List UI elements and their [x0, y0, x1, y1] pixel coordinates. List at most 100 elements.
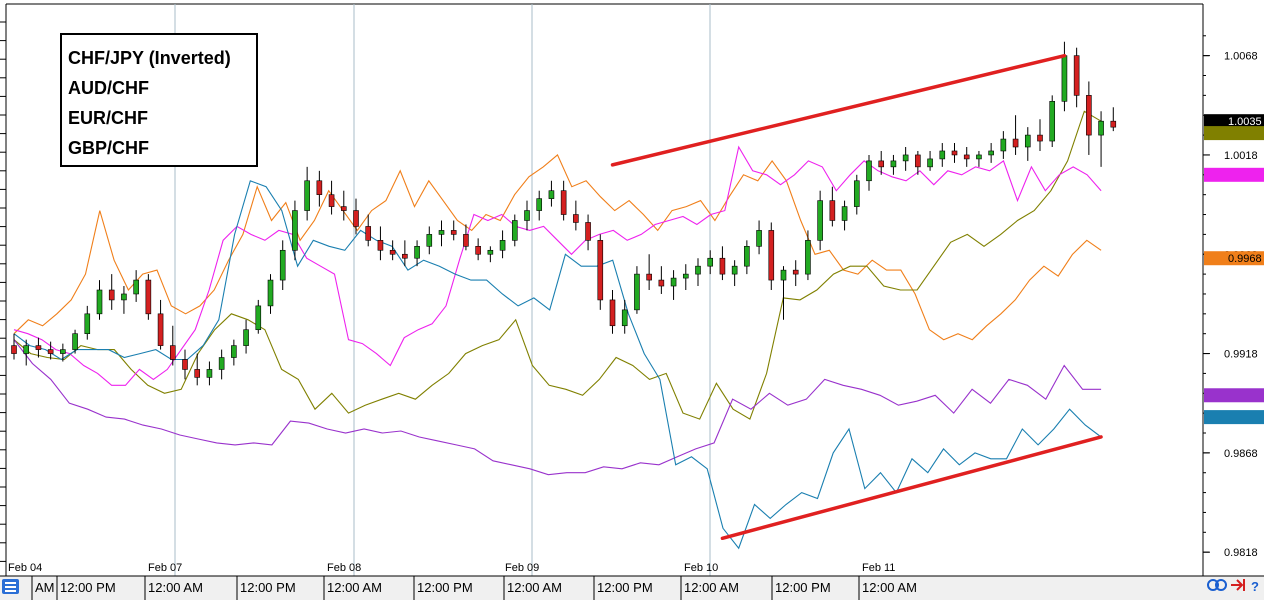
price-tag-label-0: 1.0035: [1228, 116, 1262, 128]
candle-body: [328, 194, 335, 207]
candle-body: [853, 180, 860, 207]
price-tag-3: [1204, 251, 1264, 266]
candle-body: [634, 273, 640, 311]
candle-body: [731, 265, 738, 275]
x-axis-time-label: 12:00 PM: [775, 580, 831, 595]
candle-body: [72, 333, 78, 350]
candle-body: [707, 257, 714, 267]
price-tag-5: [1204, 410, 1264, 425]
candle-body: [841, 206, 848, 221]
candle-body: [60, 349, 66, 354]
candle-body: [255, 305, 262, 331]
candle-body: [1073, 55, 1080, 96]
x-axis-time-label: 12:00 PM: [60, 580, 116, 595]
x-axis-time-label: 12:00 PM: [597, 580, 653, 595]
candle-body: [1061, 55, 1068, 102]
candle-body: [890, 160, 897, 168]
help-icon[interactable]: ?: [1251, 579, 1259, 594]
candle-body: [194, 369, 201, 378]
x-axis-date-label: Feb 07: [148, 562, 182, 574]
candle-body: [35, 345, 42, 350]
candle-body: [682, 273, 689, 279]
candle-body: [1049, 101, 1056, 142]
candle-body: [1086, 95, 1092, 136]
y-axis-tick-label: 1.0068: [1224, 51, 1258, 63]
candle-body: [902, 154, 909, 162]
menu-icon-bar: [5, 582, 16, 584]
candle-body: [866, 160, 872, 182]
candle-body: [1037, 134, 1043, 142]
series-layer: [13, 110, 1102, 550]
x-axis-time-label: 12:00 AM: [148, 580, 203, 595]
candle-body: [536, 198, 543, 211]
candle-body: [805, 240, 811, 275]
series-line-3: [13, 145, 1102, 386]
x-axis-strip: [0, 576, 1264, 600]
candle-body: [292, 210, 298, 251]
candle-body: [377, 240, 384, 251]
candle-body: [121, 293, 127, 301]
price-tag-0: [1204, 114, 1264, 129]
y-axis-tick-label: 1.0018: [1224, 150, 1258, 162]
x-axis-time-label: 12:00 AM: [684, 580, 739, 595]
candle-body: [768, 230, 775, 281]
candle-body: [23, 345, 30, 354]
candle-body: [353, 210, 359, 227]
candle-body: [878, 160, 885, 168]
candle-body: [243, 329, 249, 346]
candle-body: [463, 234, 469, 247]
series-line-4: [13, 180, 1102, 550]
legend-item-gbpchf: GBP/CHF: [68, 138, 149, 158]
y-axis-tick-label: 0.9918: [1224, 349, 1258, 361]
candle-body: [1110, 120, 1117, 128]
link-icon[interactable]: [1207, 579, 1227, 591]
candle-body: [963, 154, 970, 160]
candle-body: [145, 279, 152, 315]
candle-body: [157, 313, 164, 346]
price-tag-1: [1204, 126, 1264, 141]
candle-body: [915, 154, 921, 168]
candle-body: [231, 345, 237, 358]
candle-body: [133, 279, 139, 295]
candle-body: [169, 345, 176, 360]
x-axis-date-label: Feb 09: [505, 562, 539, 574]
candle-body: [829, 200, 836, 221]
trendline-0: [610, 53, 1067, 167]
candle-body: [780, 269, 787, 281]
candle-layer: [11, 41, 1117, 386]
legend-item-eurchf: EUR/CHF: [68, 108, 148, 128]
x-axis-date-label: Feb 08: [327, 562, 361, 574]
candle-body: [182, 359, 188, 370]
arrow-icon-head: [1236, 579, 1244, 591]
y-axis-tick-label: 0.9818: [1224, 547, 1258, 559]
series-line-0: [13, 154, 1102, 341]
legend-item-audchf: AUD/CHF: [68, 78, 149, 98]
candle-body: [108, 289, 115, 301]
candle-body: [511, 220, 518, 241]
x-axis-date-label: Feb 11: [862, 562, 895, 574]
link-icon-ring-a: [1207, 579, 1219, 591]
x-axis-time-label: 12:00 PM: [240, 580, 296, 595]
x-axis-time-label: 12:00 AM: [327, 580, 382, 595]
candle-body: [499, 240, 506, 251]
price-tag-label-3: 0.9968: [1228, 253, 1262, 265]
candle-body: [951, 150, 958, 156]
candle-body: [658, 279, 665, 287]
x-axis-time-label: AM: [35, 580, 55, 595]
x-axis-time-label: 12:00 PM: [417, 580, 473, 595]
candle-body: [1012, 138, 1019, 148]
price-tag-4: [1204, 388, 1264, 403]
trendline-1: [720, 435, 1103, 541]
candle-body: [84, 313, 91, 334]
arrow-icon[interactable]: [1231, 579, 1245, 591]
series-line-1: [13, 110, 1102, 420]
candle-body: [438, 230, 445, 235]
y-axis-tick-label: 0.9868: [1224, 448, 1258, 460]
series-line-2: [13, 339, 1102, 476]
menu-icon[interactable]: [2, 579, 19, 594]
link-icon-ring-b: [1215, 579, 1227, 591]
candle-body: [792, 269, 799, 275]
candle-body: [988, 150, 994, 156]
candle-body: [1000, 138, 1007, 152]
